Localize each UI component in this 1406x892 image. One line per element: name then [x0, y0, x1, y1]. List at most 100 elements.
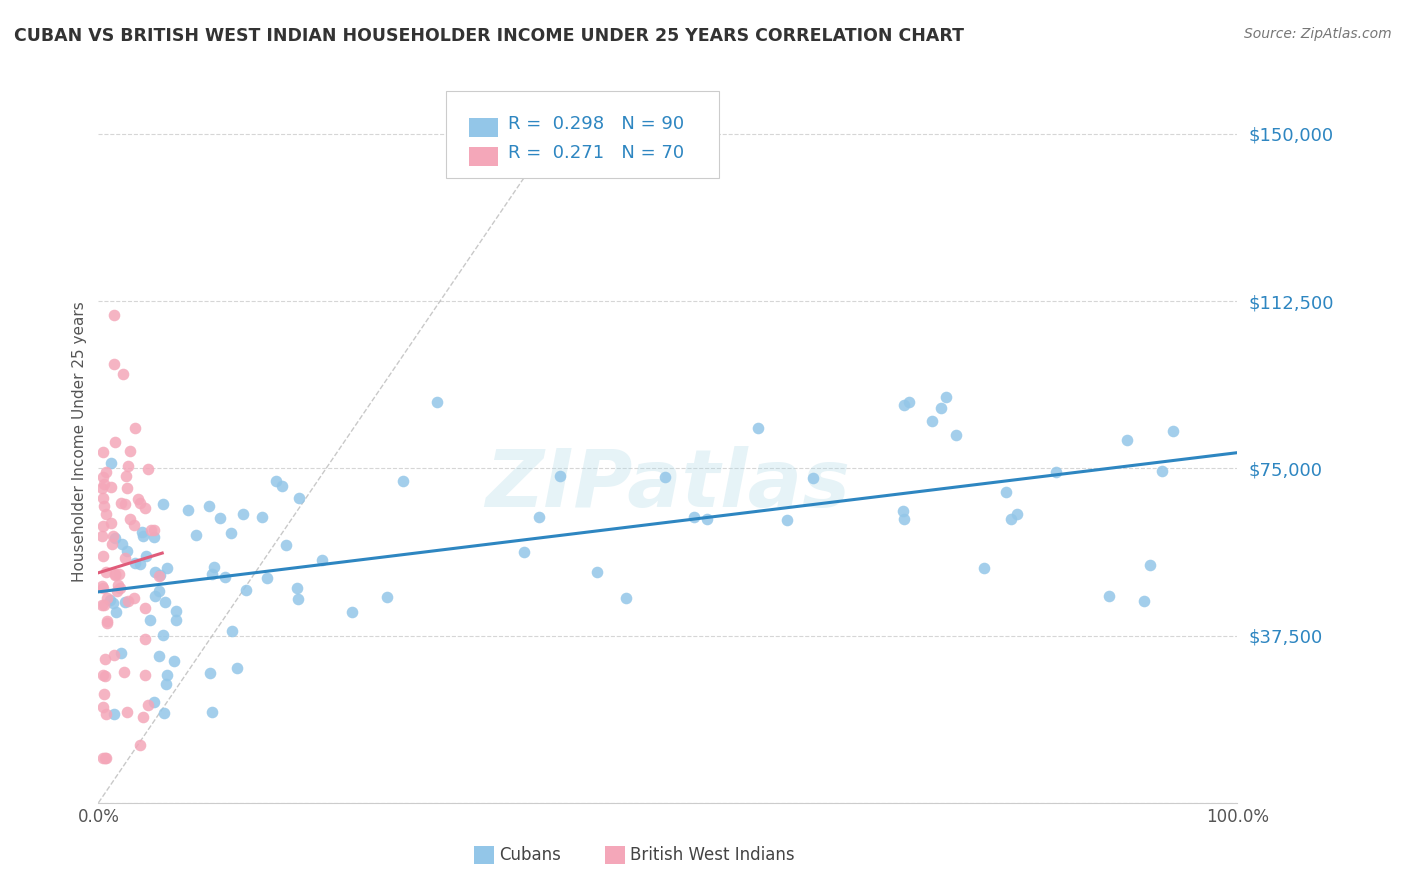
- Point: [100, 456, 122, 470]
- Point: [201, 566, 224, 581]
- Text: Cubans: Cubans: [499, 846, 561, 863]
- Point: [129, 739, 152, 753]
- Point: [115, 481, 138, 495]
- Point: [288, 491, 311, 505]
- Text: R =  0.298   N = 90: R = 0.298 N = 90: [509, 115, 685, 133]
- Y-axis label: Householder Income Under 25 years: Householder Income Under 25 years: [72, 301, 87, 582]
- Point: [103, 648, 125, 662]
- Point: [1139, 558, 1161, 573]
- Point: [132, 529, 155, 543]
- Point: [129, 558, 152, 572]
- Point: [131, 525, 153, 540]
- Point: [142, 530, 165, 544]
- Point: [176, 502, 198, 516]
- Point: [91, 581, 114, 595]
- Point: [96, 591, 118, 606]
- Point: [214, 570, 236, 584]
- Point: [202, 559, 225, 574]
- Point: [134, 601, 156, 615]
- Point: [921, 414, 943, 428]
- Point: [801, 471, 824, 485]
- Point: [110, 536, 132, 550]
- Text: British West Indians: British West Indians: [630, 846, 794, 863]
- Point: [101, 536, 124, 550]
- Point: [198, 500, 221, 514]
- Point: [104, 531, 127, 545]
- Point: [96, 615, 118, 630]
- Point: [100, 516, 122, 531]
- Point: [93, 499, 115, 513]
- Point: [91, 579, 114, 593]
- Point: [153, 706, 176, 721]
- Text: ZIPatlas: ZIPatlas: [485, 446, 851, 524]
- Point: [148, 648, 170, 663]
- FancyBboxPatch shape: [468, 118, 498, 136]
- Point: [776, 513, 799, 527]
- Point: [96, 507, 118, 521]
- Point: [614, 591, 637, 605]
- Point: [973, 561, 995, 575]
- Point: [219, 526, 242, 541]
- Point: [128, 496, 150, 510]
- Point: [138, 613, 160, 627]
- Point: [91, 470, 114, 484]
- Point: [100, 592, 122, 607]
- Point: [891, 503, 914, 517]
- Point: [1161, 424, 1184, 438]
- Text: R =  0.271   N = 70: R = 0.271 N = 70: [509, 144, 685, 161]
- Point: [134, 632, 156, 646]
- Point: [111, 368, 134, 382]
- Point: [186, 528, 208, 542]
- Point: [112, 665, 135, 680]
- Point: [375, 590, 398, 604]
- Point: [136, 698, 159, 713]
- Point: [682, 510, 704, 524]
- Point: [153, 595, 176, 609]
- Point: [122, 591, 145, 606]
- Point: [274, 538, 297, 552]
- Point: [1098, 589, 1121, 603]
- Point: [124, 556, 146, 570]
- Point: [104, 568, 127, 582]
- Point: [94, 652, 117, 666]
- Text: CUBAN VS BRITISH WEST INDIAN HOUSEHOLDER INCOME UNDER 25 YEARS CORRELATION CHART: CUBAN VS BRITISH WEST INDIAN HOUSEHOLDER…: [14, 27, 965, 45]
- FancyBboxPatch shape: [468, 147, 498, 166]
- Point: [96, 614, 118, 628]
- Point: [156, 668, 179, 682]
- Point: [893, 512, 915, 526]
- Point: [235, 582, 257, 597]
- Point: [264, 474, 287, 488]
- Point: [103, 596, 125, 610]
- Point: [270, 479, 292, 493]
- Point: [548, 469, 571, 483]
- Point: [1000, 512, 1022, 526]
- Point: [108, 581, 131, 595]
- Point: [114, 595, 136, 609]
- Point: [124, 421, 146, 435]
- Point: [221, 624, 243, 638]
- Point: [156, 561, 179, 575]
- Point: [165, 604, 187, 618]
- Text: Source: ZipAtlas.com: Source: ZipAtlas.com: [1244, 27, 1392, 41]
- Point: [1045, 465, 1067, 479]
- Point: [311, 552, 333, 566]
- Point: [163, 654, 186, 668]
- Point: [94, 669, 117, 683]
- Point: [122, 517, 145, 532]
- Point: [513, 545, 536, 559]
- Point: [132, 710, 155, 724]
- Point: [110, 646, 132, 660]
- FancyBboxPatch shape: [605, 846, 626, 863]
- Point: [935, 390, 957, 404]
- Point: [134, 500, 156, 515]
- Point: [250, 510, 273, 524]
- Point: [114, 551, 136, 566]
- Point: [1005, 507, 1028, 521]
- Point: [91, 519, 114, 533]
- Point: [93, 751, 115, 765]
- Point: [586, 565, 609, 579]
- Point: [287, 592, 309, 607]
- Point: [105, 584, 128, 599]
- Point: [898, 395, 921, 409]
- Point: [143, 589, 166, 603]
